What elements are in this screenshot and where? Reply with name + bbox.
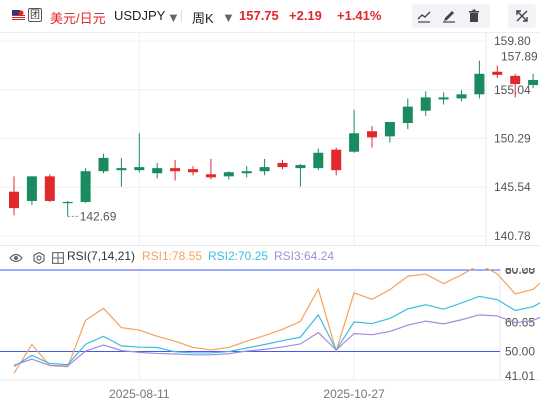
reference-label: 80.00	[505, 268, 535, 277]
symbol: USDJPY	[114, 8, 166, 23]
candle-body	[474, 73, 485, 95]
candle-body	[384, 121, 395, 137]
candle-body	[367, 131, 377, 138]
rsi3-value: RSI3:64.24	[274, 249, 335, 263]
toggle-icon[interactable]: 团	[28, 8, 42, 22]
chart-type-icon	[417, 11, 431, 23]
high-label: 157.89	[501, 49, 538, 63]
period-selector[interactable]: 周K	[192, 11, 214, 26]
header-divider	[0, 32, 540, 33]
candle-body	[259, 167, 270, 172]
candle-body	[134, 167, 145, 171]
candlestick-chart[interactable]: 159.80 155.04 150.29 145.54 140.78 157.89 142.…	[0, 33, 540, 245]
candle-body	[152, 168, 163, 174]
candle-body	[402, 106, 413, 124]
candle-body	[80, 171, 91, 202]
settings-icon[interactable]	[33, 252, 45, 264]
price-change-pct: +1.41%	[337, 8, 382, 23]
y-tick-label: 155.04	[494, 83, 531, 97]
eye-icon[interactable]	[9, 252, 23, 264]
low-label: 142.69	[80, 209, 117, 223]
y-tick-label: 41.01	[505, 369, 535, 383]
y-tick-label: 140.78	[494, 229, 531, 243]
flag-icon	[12, 10, 25, 20]
candle-body	[349, 133, 360, 152]
reference-label: 50.00	[505, 345, 535, 359]
candle-body	[188, 169, 198, 173]
candle-body	[313, 152, 324, 169]
candle-body	[9, 191, 19, 209]
delete-button[interactable]	[464, 6, 484, 26]
rsi1-value: RSI1:78.55	[142, 249, 203, 263]
x-tick-label: 2025-10-27	[323, 387, 385, 401]
y-tick-label: 159.80	[494, 34, 531, 48]
symbol-dropdown-icon[interactable]: ▼	[167, 10, 180, 25]
x-tick-label: 2025-08-11	[109, 387, 170, 401]
candle-body	[438, 97, 449, 100]
candle-body	[223, 172, 234, 177]
candle-body	[420, 97, 431, 111]
candle-body	[170, 168, 181, 172]
rsi-chart[interactable]: 2025-08-11 2025-10-2780.0050.0080.2960.65…	[0, 268, 540, 404]
candle-body	[277, 163, 288, 168]
draw-icon	[443, 11, 455, 23]
candle-body	[116, 168, 127, 171]
divider	[181, 10, 182, 22]
candle-body	[241, 171, 252, 174]
last-price: 157.75	[239, 8, 279, 23]
candle-body	[331, 149, 342, 171]
candle-body	[205, 174, 216, 178]
period-dropdown-icon[interactable]: ▼	[222, 10, 235, 25]
candle-body	[26, 176, 37, 201]
rsi-series-line-rsi2	[13, 295, 540, 368]
y-tick-label: 145.54	[494, 180, 531, 194]
price-change: +2.19	[289, 8, 322, 23]
rsi-name: RSI(7,14,21)	[67, 249, 136, 263]
candle-body	[456, 94, 467, 99]
y-tick-label: 150.29	[494, 132, 531, 146]
draw-button[interactable]	[439, 6, 459, 26]
candle-body	[492, 71, 503, 75]
panel-divider	[0, 245, 540, 246]
pair-name: 美元/日元	[50, 11, 106, 26]
rsi-series-line-rsi3	[13, 314, 540, 367]
top-bar: 团 美元/日元 USDJPY ▼ 周K ▼ 157.75 +2.19 +1.41…	[0, 0, 540, 32]
indicator-grid-icon[interactable]	[52, 252, 64, 264]
rsi2-value: RSI2:70.25	[208, 249, 269, 263]
y-tick-label: 80.29	[505, 268, 535, 276]
fullscreen-icon	[516, 10, 528, 22]
candle-body	[62, 201, 73, 204]
candle-body	[295, 165, 306, 169]
delete-icon	[469, 9, 479, 22]
fullscreen-button[interactable]	[512, 6, 532, 26]
candle-body	[510, 75, 521, 85]
rsi-series-line-rsi1	[13, 268, 540, 374]
candle-body	[98, 157, 109, 172]
candle-body	[528, 79, 539, 86]
chart-type-button[interactable]	[414, 6, 434, 26]
candle-body	[44, 176, 55, 201]
